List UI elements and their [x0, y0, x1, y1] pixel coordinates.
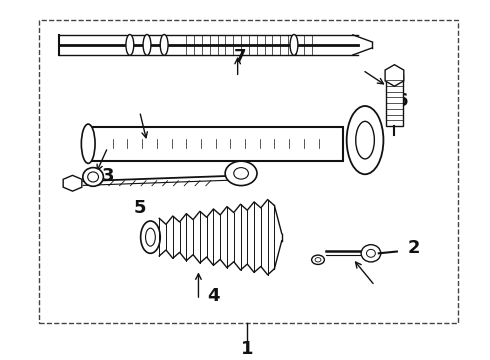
Ellipse shape	[290, 35, 298, 55]
Bar	[39, 20, 458, 323]
Text: 3: 3	[101, 167, 114, 185]
Ellipse shape	[88, 172, 98, 182]
Text: 2: 2	[408, 239, 420, 257]
Polygon shape	[63, 175, 82, 191]
Ellipse shape	[141, 221, 160, 253]
Ellipse shape	[356, 121, 374, 159]
Circle shape	[312, 255, 324, 265]
Ellipse shape	[146, 228, 155, 246]
Text: 1: 1	[241, 339, 254, 357]
Text: 5: 5	[133, 199, 146, 217]
Ellipse shape	[367, 249, 375, 257]
Ellipse shape	[225, 161, 257, 186]
Text: 6: 6	[395, 91, 408, 109]
Ellipse shape	[143, 35, 151, 55]
Text: 4: 4	[207, 287, 220, 305]
Bar	[88, 127, 343, 161]
Text: 7: 7	[234, 49, 246, 67]
Circle shape	[315, 258, 321, 262]
Bar	[386, 76, 403, 126]
Ellipse shape	[83, 168, 103, 186]
Ellipse shape	[81, 124, 95, 163]
Ellipse shape	[234, 168, 248, 179]
Ellipse shape	[126, 35, 134, 55]
Polygon shape	[385, 65, 404, 86]
Ellipse shape	[160, 35, 168, 55]
Ellipse shape	[347, 106, 384, 174]
Ellipse shape	[361, 245, 381, 262]
